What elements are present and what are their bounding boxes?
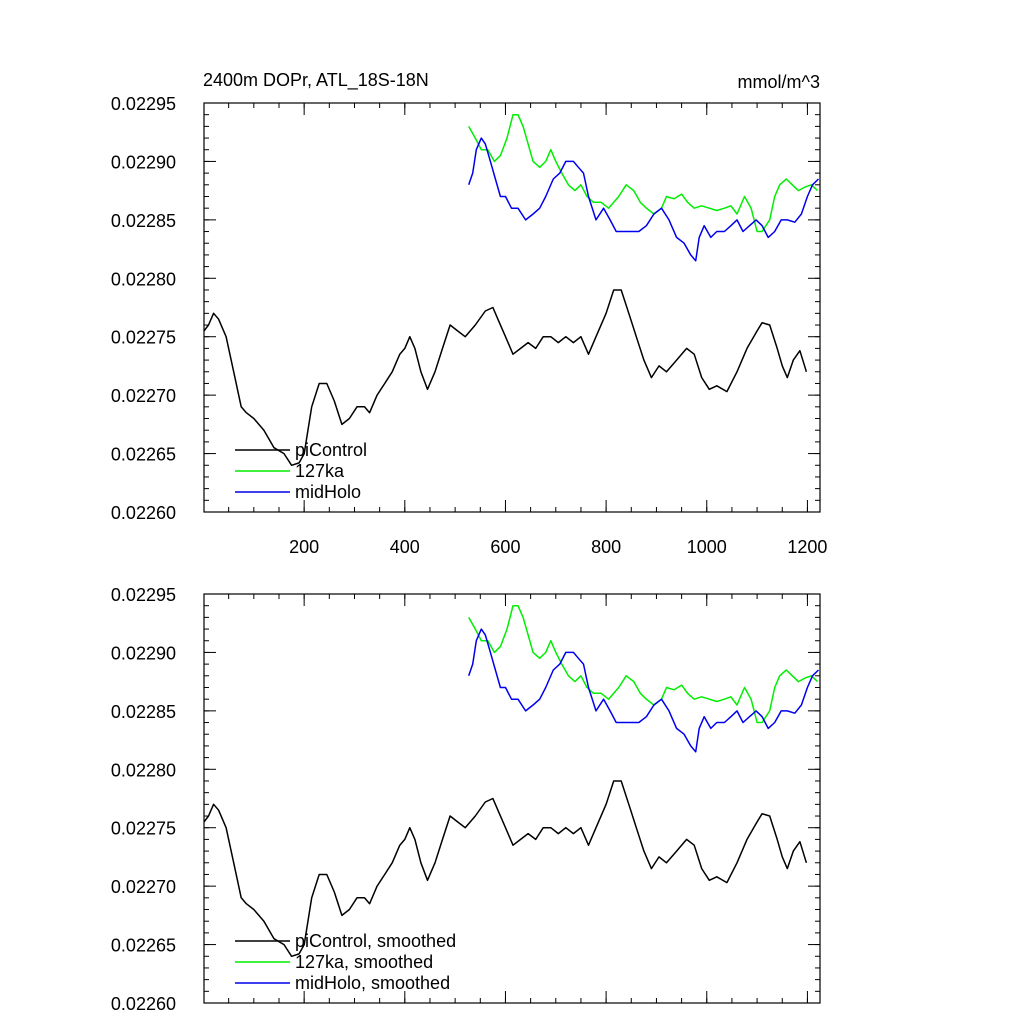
- y-tick-label: 0.02280: [111, 760, 176, 780]
- series-line-picontrol: [203, 289, 808, 467]
- y-tick-label: 0.02280: [111, 269, 176, 289]
- bottom-panel: 0.02260 0.02265 0.02270 0.02275 0.02280 0.022…: [111, 585, 821, 1014]
- series-line-picontrol-smoothed: [203, 780, 808, 958]
- series-line-127ka-smoothed: [468, 604, 819, 724]
- y-tick-label: 0.02275: [111, 819, 176, 839]
- y-tick-label: 0.02285: [111, 702, 176, 722]
- series-line-127ka: [468, 113, 819, 233]
- x-tick-label: 400: [390, 537, 420, 557]
- x-tick-label: 800: [591, 537, 621, 557]
- y-tick-label: 0.02265: [111, 936, 176, 956]
- y-tick-label: 0.02260: [111, 503, 176, 523]
- legend-label-midholo: midHolo: [295, 482, 361, 502]
- x-tick-label: 200: [289, 537, 319, 557]
- y-tick-label: 0.02270: [111, 877, 176, 897]
- y-tick-label: 0.02260: [111, 994, 176, 1014]
- legend-label-midholo-smoothed: midHolo, smoothed: [295, 973, 450, 993]
- plot-frame: [203, 102, 821, 513]
- units-label: mmol/m^3: [738, 72, 820, 92]
- plot-frame: [203, 593, 821, 1004]
- legend-label-picontrol: piControl: [295, 440, 367, 460]
- y-tick-label: 0.02285: [111, 211, 176, 231]
- legend-label-127ka: 127ka: [295, 461, 345, 481]
- x-tick-label: 1000: [687, 537, 727, 557]
- series-line-midholo: [467, 137, 820, 262]
- y-tick-label: 0.02295: [111, 94, 176, 114]
- series-line-midholo-smoothed: [467, 628, 820, 753]
- legend-label-127ka-smoothed: 127ka, smoothed: [295, 952, 433, 972]
- y-tick-label: 0.02290: [111, 643, 176, 663]
- legend-label-picontrol-smoothed: piControl, smoothed: [295, 931, 456, 951]
- y-tick-label: 0.02275: [111, 328, 176, 348]
- y-tick-label: 0.02270: [111, 386, 176, 406]
- figure-title: 2400m DOPr, ATL_18S-18N: [203, 70, 429, 91]
- x-tick-label: 1200: [787, 537, 827, 557]
- y-tick-label: 0.02290: [111, 152, 176, 172]
- x-tick-label: 600: [490, 537, 520, 557]
- y-tick-label: 0.02265: [111, 445, 176, 465]
- y-tick-label: 0.02295: [111, 585, 176, 605]
- top-panel: 200 400 600 800 1000 1200 0.02260 0.02265 0.0227…: [111, 94, 828, 557]
